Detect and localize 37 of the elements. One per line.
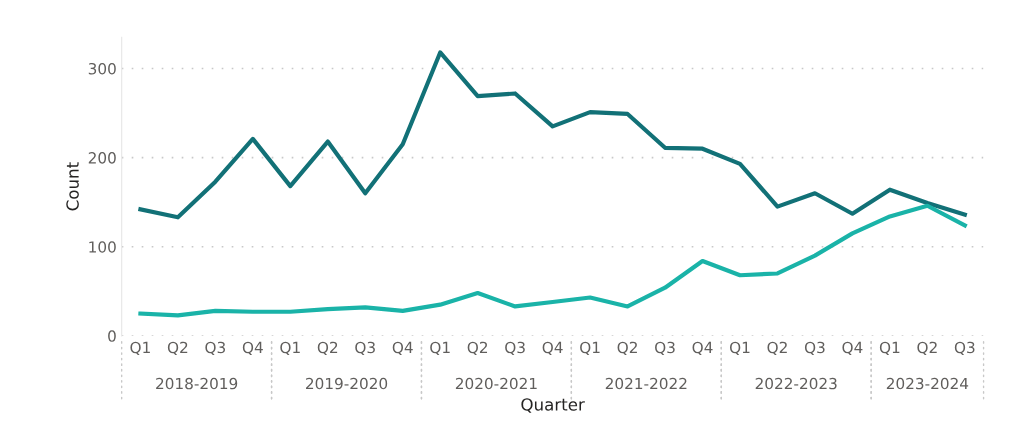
x-tick-label: Q1 [879,341,900,355]
x-tick-label: Q2 [767,341,787,355]
x-tick-label: Q3 [804,341,825,355]
x-tick-label: Q1 [280,341,300,355]
x-axis-title: Quarter [521,398,585,413]
x-tick-label: Q4 [392,341,413,355]
y-tick-label: 0 [108,330,116,342]
x-tick-label: Q3 [355,341,375,355]
text: 2018-2019 [156,377,238,390]
x-tick-label: Q2 [317,341,338,355]
text: 2020-2021 [455,377,537,390]
x-tick-label: Q4 [542,341,563,355]
x-tick-label: Q3 [655,341,675,355]
text: 2023-2024 [886,377,969,390]
line-series [138,203,967,318]
x-tick-label: Q1 [580,341,600,355]
x-tick-label: Q3 [505,341,525,355]
x-tick-label: Q1 [130,341,150,355]
text: 2022-2023 [755,377,837,390]
y-tick-label: 200 [88,152,116,164]
x-tick-label: Q2 [167,341,188,355]
line-series [138,50,967,220]
x-tick-label: Q3 [205,341,226,355]
text: 2019-2020 [306,377,388,390]
x-tick-label: Q1 [430,341,450,355]
x-tick-label: Q4 [692,341,713,355]
x-tick-label: Q3 [954,341,975,355]
x-tick-label: Q2 [467,341,488,355]
x-tick-label: Q2 [617,341,637,355]
y-axis-title: Count [66,162,79,211]
y-tick-label: 300 [88,62,116,75]
x-tick-label: Q4 [242,341,263,355]
x-tick-label: Q1 [729,341,750,355]
text: 2021-2022 [605,377,687,390]
y-tick-label: 100 [89,241,116,253]
x-tick-label: Q2 [917,341,937,355]
x-tick-label: Q4 [842,341,863,355]
